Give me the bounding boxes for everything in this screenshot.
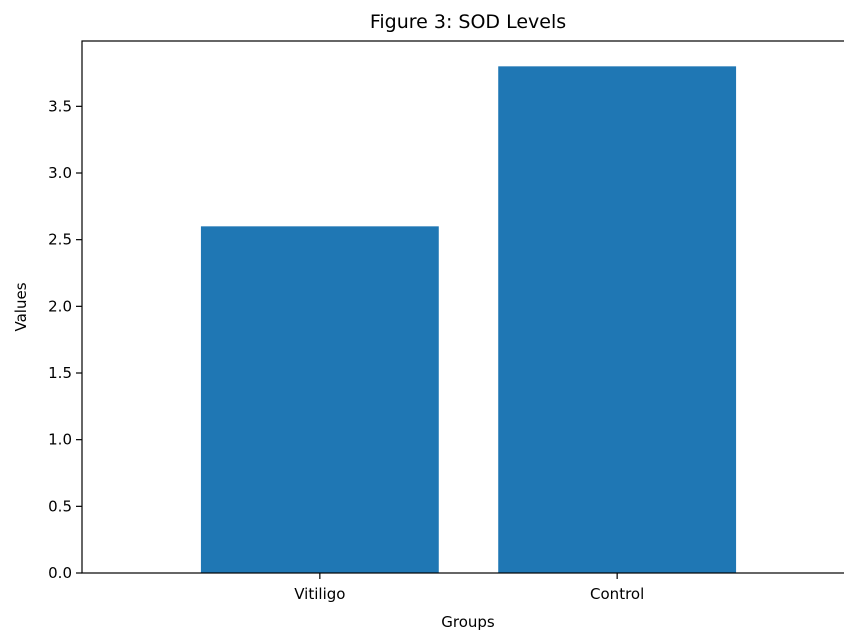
x-axis-label: Groups [441,613,495,631]
x-tick-label-control: Control [590,585,644,603]
y-tick-label: 2.0 [48,297,72,315]
bar-control [498,66,737,573]
y-tick-label: 0.5 [48,497,72,515]
y-axis-label: Values [12,282,30,331]
bar-vitiligo [200,226,439,574]
y-axis: 0.0 0.5 1.0 1.5 2.0 2.5 3.0 3.5 [48,97,82,582]
y-tick-label: 2.5 [48,231,72,249]
y-tick-label: 3.5 [48,97,72,115]
bars-group [200,66,737,574]
x-axis: Vitiligo Control [294,573,644,603]
y-tick-label: 1.0 [48,431,72,449]
plot-frame [81,40,844,574]
x-tick-label-vitiligo: Vitiligo [294,585,345,603]
y-tick-label: 0.0 [48,564,72,582]
y-tick-label: 3.0 [48,164,72,182]
chart-title: Figure 3: SOD Levels [370,11,566,33]
y-tick-label: 1.5 [48,364,72,382]
